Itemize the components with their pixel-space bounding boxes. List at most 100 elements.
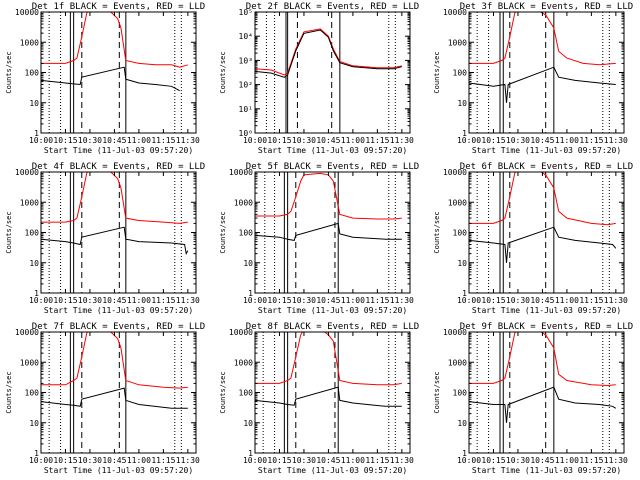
series-red-lld bbox=[255, 172, 402, 220]
panel-title: Det 5f BLACK = Events, RED = LLD bbox=[246, 162, 419, 172]
y-tick-label: 1 bbox=[34, 289, 39, 298]
y-tick-label: 10³ bbox=[239, 56, 253, 65]
panel-det-4: 10:00 10:15 10:30 10:45 11:00 11:15 11:30 1 10 10… bbox=[5, 162, 205, 315]
y-tick-label: 100 bbox=[453, 389, 468, 398]
y-tick-label: 10 bbox=[457, 99, 467, 108]
x-tick-label: 11:15 bbox=[365, 296, 389, 305]
x-tick-label: 10:30 bbox=[78, 136, 102, 145]
series-black-events bbox=[41, 387, 188, 409]
x-tick-label: 10:00 bbox=[457, 136, 481, 145]
x-tick-label: 11:00 bbox=[127, 136, 151, 145]
y-tick-label: 10000 bbox=[229, 168, 253, 177]
x-tick-label: 11:30 bbox=[604, 296, 628, 305]
y-tick-label: 10² bbox=[239, 81, 253, 90]
x-tick-label: 10:15 bbox=[53, 456, 77, 465]
x-tick-label: 10:45 bbox=[316, 136, 340, 145]
series-red-lld bbox=[469, 172, 616, 226]
x-tick-label: 10:00 bbox=[457, 296, 481, 305]
x-tick-label: 10:15 bbox=[481, 456, 505, 465]
x-tick-label: 11:15 bbox=[151, 296, 175, 305]
y-tick-label: 1000 bbox=[448, 198, 467, 207]
x-tick-label: 11:15 bbox=[151, 456, 175, 465]
y-tick-label: 1000 bbox=[234, 198, 253, 207]
x-axis-label: Start Time (11-Jul-03 09:57:20) bbox=[472, 306, 621, 315]
plot-frame bbox=[40, 11, 197, 134]
x-tick-label: 10:00 bbox=[29, 136, 53, 145]
y-tick-label: 1000 bbox=[448, 358, 467, 367]
panel-det-5: 10:00 10:15 10:30 10:45 11:00 11:15 11:30 1 10 10… bbox=[219, 162, 419, 315]
x-axis-label: Start Time (11-Jul-03 09:57:20) bbox=[258, 306, 407, 315]
x-tick-label: 10:15 bbox=[53, 296, 77, 305]
x-tick-label: 10:30 bbox=[506, 296, 530, 305]
y-tick-label: 1000 bbox=[20, 198, 39, 207]
y-tick-label: 100 bbox=[453, 69, 468, 78]
y-tick-label: 10000 bbox=[229, 328, 253, 337]
y-tick-label: 1000 bbox=[20, 38, 39, 47]
x-tick-label: 11:30 bbox=[604, 136, 628, 145]
series-red-lld bbox=[255, 28, 402, 76]
series-black-events bbox=[41, 66, 180, 92]
x-tick-label: 10:00 bbox=[243, 296, 267, 305]
y-axis-label: Counts/sec bbox=[5, 371, 13, 413]
y-tick-label: 10 bbox=[457, 419, 467, 428]
series-red-lld bbox=[255, 332, 402, 386]
panel-det-6: 10:00 10:15 10:30 10:45 11:00 11:15 11:30 1 10 10… bbox=[433, 162, 633, 315]
y-axis-label: Counts/sec bbox=[5, 51, 13, 93]
plot-frame bbox=[40, 331, 197, 454]
x-tick-label: 11:30 bbox=[604, 456, 628, 465]
plot-frame bbox=[254, 171, 411, 294]
panel-det-7: 10:00 10:15 10:30 10:45 11:00 11:15 11:30 1 10 10… bbox=[5, 322, 205, 475]
y-axis-label: Counts/sec bbox=[219, 371, 227, 413]
y-tick-label: 1 bbox=[248, 289, 253, 298]
x-tick-label: 11:30 bbox=[176, 456, 200, 465]
y-tick-label: 100 bbox=[239, 229, 254, 238]
x-axis-label: Start Time (11-Jul-03 09:57:20) bbox=[472, 466, 621, 475]
x-tick-label: 11:15 bbox=[365, 456, 389, 465]
x-tick-label: 10:45 bbox=[316, 296, 340, 305]
x-tick-label: 10:45 bbox=[102, 296, 126, 305]
x-tick-label: 11:30 bbox=[176, 136, 200, 145]
x-tick-label: 10:00 bbox=[243, 456, 267, 465]
x-tick-label: 11:00 bbox=[555, 136, 579, 145]
y-tick-label: 100 bbox=[239, 389, 254, 398]
y-tick-label: 1 bbox=[248, 449, 253, 458]
plot-frame bbox=[468, 11, 625, 134]
series-black-events bbox=[41, 226, 189, 256]
x-tick-label: 11:00 bbox=[555, 456, 579, 465]
panel-det-3: 10:00 10:15 10:30 10:45 11:00 11:15 11:30 1 10 10… bbox=[433, 2, 633, 155]
x-tick-label: 10:30 bbox=[292, 456, 316, 465]
x-tick-label: 11:00 bbox=[555, 296, 579, 305]
panel-title: Det 3f BLACK = Events, RED = LLD bbox=[460, 2, 633, 12]
y-tick-label: 100 bbox=[25, 229, 40, 238]
panel-det-8: 10:00 10:15 10:30 10:45 11:00 11:15 11:30 1 10 10… bbox=[219, 322, 419, 475]
x-tick-label: 10:30 bbox=[78, 296, 102, 305]
x-tick-label: 10:00 bbox=[243, 136, 267, 145]
x-tick-label: 11:15 bbox=[365, 136, 389, 145]
x-tick-label: 10:15 bbox=[267, 296, 291, 305]
y-axis-label: Counts/sec bbox=[219, 51, 227, 93]
x-tick-label: 10:15 bbox=[481, 136, 505, 145]
x-tick-label: 11:30 bbox=[176, 296, 200, 305]
panel-title: Det 8f BLACK = Events, RED = LLD bbox=[246, 322, 419, 332]
x-tick-label: 11:00 bbox=[341, 456, 365, 465]
x-tick-label: 10:00 bbox=[29, 296, 53, 305]
x-tick-label: 10:15 bbox=[481, 296, 505, 305]
panel-det-9: 10:00 10:15 10:30 10:45 11:00 11:15 11:30 1 10 10… bbox=[433, 322, 633, 475]
x-tick-label: 11:30 bbox=[390, 296, 414, 305]
y-axis-label: Counts/sec bbox=[433, 211, 441, 253]
panel-title: Det 7f BLACK = Events, RED = LLD bbox=[32, 322, 205, 332]
y-tick-label: 10⁴ bbox=[239, 32, 253, 41]
y-tick-label: 100 bbox=[25, 389, 40, 398]
x-tick-label: 10:00 bbox=[29, 456, 53, 465]
y-tick-label: 1 bbox=[34, 449, 39, 458]
y-tick-label: 10000 bbox=[443, 8, 467, 17]
series-red-lld bbox=[469, 332, 616, 387]
x-tick-label: 10:45 bbox=[530, 296, 554, 305]
x-axis-label: Start Time (11-Jul-03 09:57:20) bbox=[258, 146, 407, 155]
y-tick-label: 1 bbox=[34, 129, 39, 138]
plot-frame bbox=[468, 171, 625, 294]
y-tick-label: 1 bbox=[462, 449, 467, 458]
y-tick-label: 10000 bbox=[443, 328, 467, 337]
y-axis-label: Counts/sec bbox=[5, 211, 13, 253]
x-tick-label: 10:30 bbox=[506, 456, 530, 465]
